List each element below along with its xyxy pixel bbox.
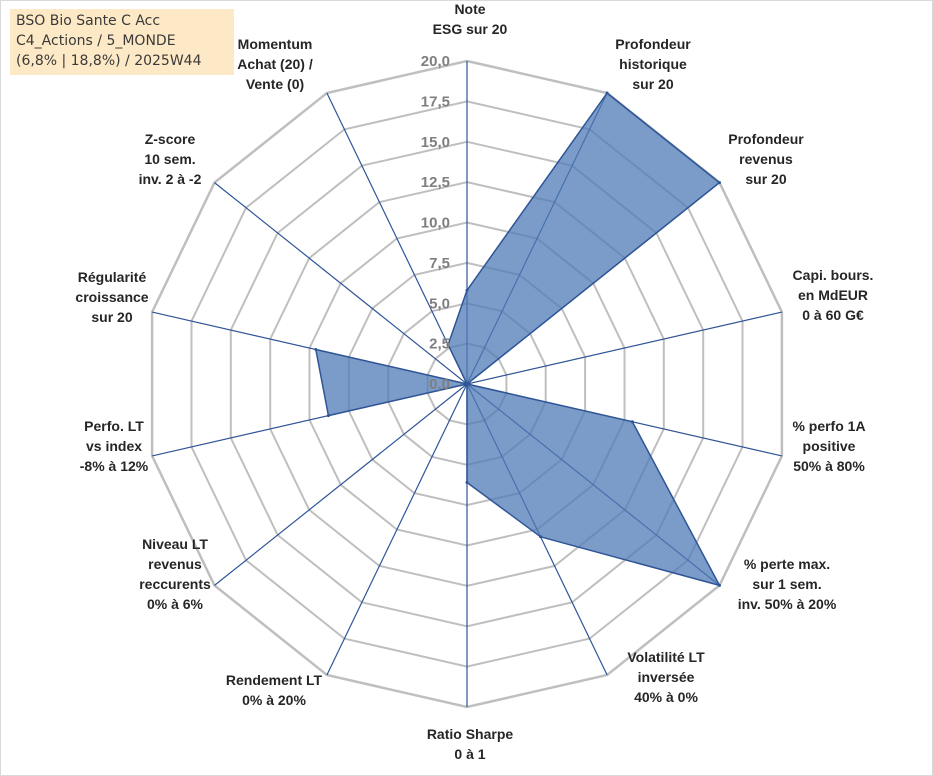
axis-spoke-9 xyxy=(214,383,468,586)
fund-name: BSO Bio Sante C Acc xyxy=(16,13,161,29)
axis-label-line: Note xyxy=(454,1,485,17)
tick-label: 17,5 xyxy=(421,93,450,110)
axis-label-line: Niveau LT xyxy=(142,536,208,552)
axis-label-line: Régularité xyxy=(78,269,147,285)
axis-label-line: 40% à 0% xyxy=(634,689,698,705)
data-point-0 xyxy=(465,288,469,292)
axis-spoke-13 xyxy=(326,92,468,385)
tick-label: 20,0 xyxy=(421,53,450,70)
axis-label-line: Capi. bours. xyxy=(793,267,874,283)
axis-label-line: 0% à 20% xyxy=(242,692,306,708)
axis-label-line: sur 1 sem. xyxy=(752,576,821,592)
fund-category: C4_Actions / 5_MONDE xyxy=(16,33,176,49)
axis-label-line: Momentum xyxy=(238,36,313,52)
fund-stats-week: (6,8% | 18,8%) / 2025W44 xyxy=(16,53,202,69)
axis-label-line: inv. 50% à 20% xyxy=(738,596,837,612)
axis-label-line: vs index xyxy=(86,438,142,454)
data-point-11 xyxy=(314,348,318,351)
axis-labels: Note ESG sur 20 Profondeur historique sur 20… xyxy=(75,1,873,762)
axis-label-11: Régularité croissance sur 20 xyxy=(75,269,148,325)
axis-label-10: Perfo. LT vs index -8% à 12% xyxy=(80,418,149,474)
data-point-2 xyxy=(718,181,721,185)
axis-label-line: Vente (0) xyxy=(246,76,304,92)
tick-label: 15,0 xyxy=(421,134,450,151)
axis-label-line: ESG sur 20 xyxy=(433,21,508,37)
axis-label-line: Z-score xyxy=(145,131,196,147)
axis-label-4: % perfo 1A positive 50% à 80% xyxy=(792,418,865,474)
axis-label-line: Profondeur xyxy=(728,131,804,147)
axis-label-line: 10 sem. xyxy=(144,151,195,167)
axis-spoke-8 xyxy=(326,383,468,676)
axis-label-line: 50% à 80% xyxy=(793,458,865,474)
axis-label-line: reccurents xyxy=(139,576,211,592)
data-point-10 xyxy=(326,414,330,418)
axis-label-line: sur 20 xyxy=(745,171,786,187)
axis-spoke-12 xyxy=(214,182,468,385)
axis-label-line: inversée xyxy=(638,669,695,685)
data-point-6 xyxy=(539,535,543,539)
axis-label-line: Achat (20) / xyxy=(237,56,313,72)
axis-label-line: 0 à 60 G€ xyxy=(802,307,864,323)
axis-label-line: revenus xyxy=(148,556,202,572)
data-point-5 xyxy=(718,583,721,587)
axis-label-line: sur 20 xyxy=(91,309,132,325)
axis-label-7: Ratio Sharpe 0 à 1 xyxy=(427,726,514,762)
axis-label-6: Volatilité LT inversée 40% à 0% xyxy=(627,649,705,705)
radar-series xyxy=(314,91,721,587)
tick-label: 10,0 xyxy=(421,215,450,232)
axis-spoke-3 xyxy=(466,311,783,385)
tick-label: 12,5 xyxy=(421,174,450,191)
data-point-1 xyxy=(605,91,609,95)
data-point-13 xyxy=(446,343,450,347)
axis-label-line: Profondeur xyxy=(615,36,691,52)
series-area-0 xyxy=(315,92,721,587)
tick-label: 2,5 xyxy=(429,336,450,353)
axis-label-line: en MdEUR xyxy=(798,287,868,303)
tick-label: 7,5 xyxy=(429,255,450,272)
axis-label-line: -8% à 12% xyxy=(80,458,149,474)
axis-label-12: Z-score 10 sem. inv. 2 à -2 xyxy=(139,131,202,187)
axis-label-13: Momentum Achat (20) / Vente (0) xyxy=(237,36,313,92)
data-point-4 xyxy=(630,420,634,424)
tick-label: 0,0 xyxy=(429,376,450,393)
fund-info-box: BSO Bio Sante C Acc C4_Actions / 5_MONDE… xyxy=(10,9,234,75)
axis-label-line: Ratio Sharpe xyxy=(427,726,514,742)
axis-label-line: % perte max. xyxy=(744,556,830,572)
axis-label-9: Niveau LT revenus reccurents 0% à 6% xyxy=(139,536,211,612)
axis-label-line: positive xyxy=(803,438,856,454)
axis-label-3: Capi. bours. en MdEUR 0 à 60 G€ xyxy=(793,267,874,323)
axis-label-0: Note ESG sur 20 xyxy=(433,1,508,37)
radial-tick-labels: 0,0 2,5 5,0 7,5 10,0 12,5 15,0 17,5 20,0 xyxy=(421,53,450,393)
axis-label-line: Volatilité LT xyxy=(627,649,705,665)
axis-label-8: Rendement LT 0% à 20% xyxy=(226,672,323,708)
axis-label-line: 0 à 1 xyxy=(454,746,485,762)
axis-label-line: Perfo. LT xyxy=(84,418,144,434)
data-point-12 xyxy=(465,382,469,386)
axis-label-line: Rendement LT xyxy=(226,672,323,688)
axis-label-5: % perte max. sur 1 sem. inv. 50% à 20% xyxy=(738,556,837,612)
data-point-7 xyxy=(465,481,469,484)
axis-label-line: historique xyxy=(619,56,687,72)
axis-label-line: sur 20 xyxy=(632,76,673,92)
axis-label-line: croissance xyxy=(75,289,148,305)
axis-label-line: revenus xyxy=(739,151,793,167)
axis-label-2: Profondeur revenus sur 20 xyxy=(728,131,804,187)
axis-label-1: Profondeur historique sur 20 xyxy=(615,36,691,92)
axis-label-line: 0% à 6% xyxy=(147,596,204,612)
axis-label-line: % perfo 1A xyxy=(792,418,865,434)
tick-label: 5,0 xyxy=(429,295,450,312)
axis-label-line: inv. 2 à -2 xyxy=(139,171,202,187)
